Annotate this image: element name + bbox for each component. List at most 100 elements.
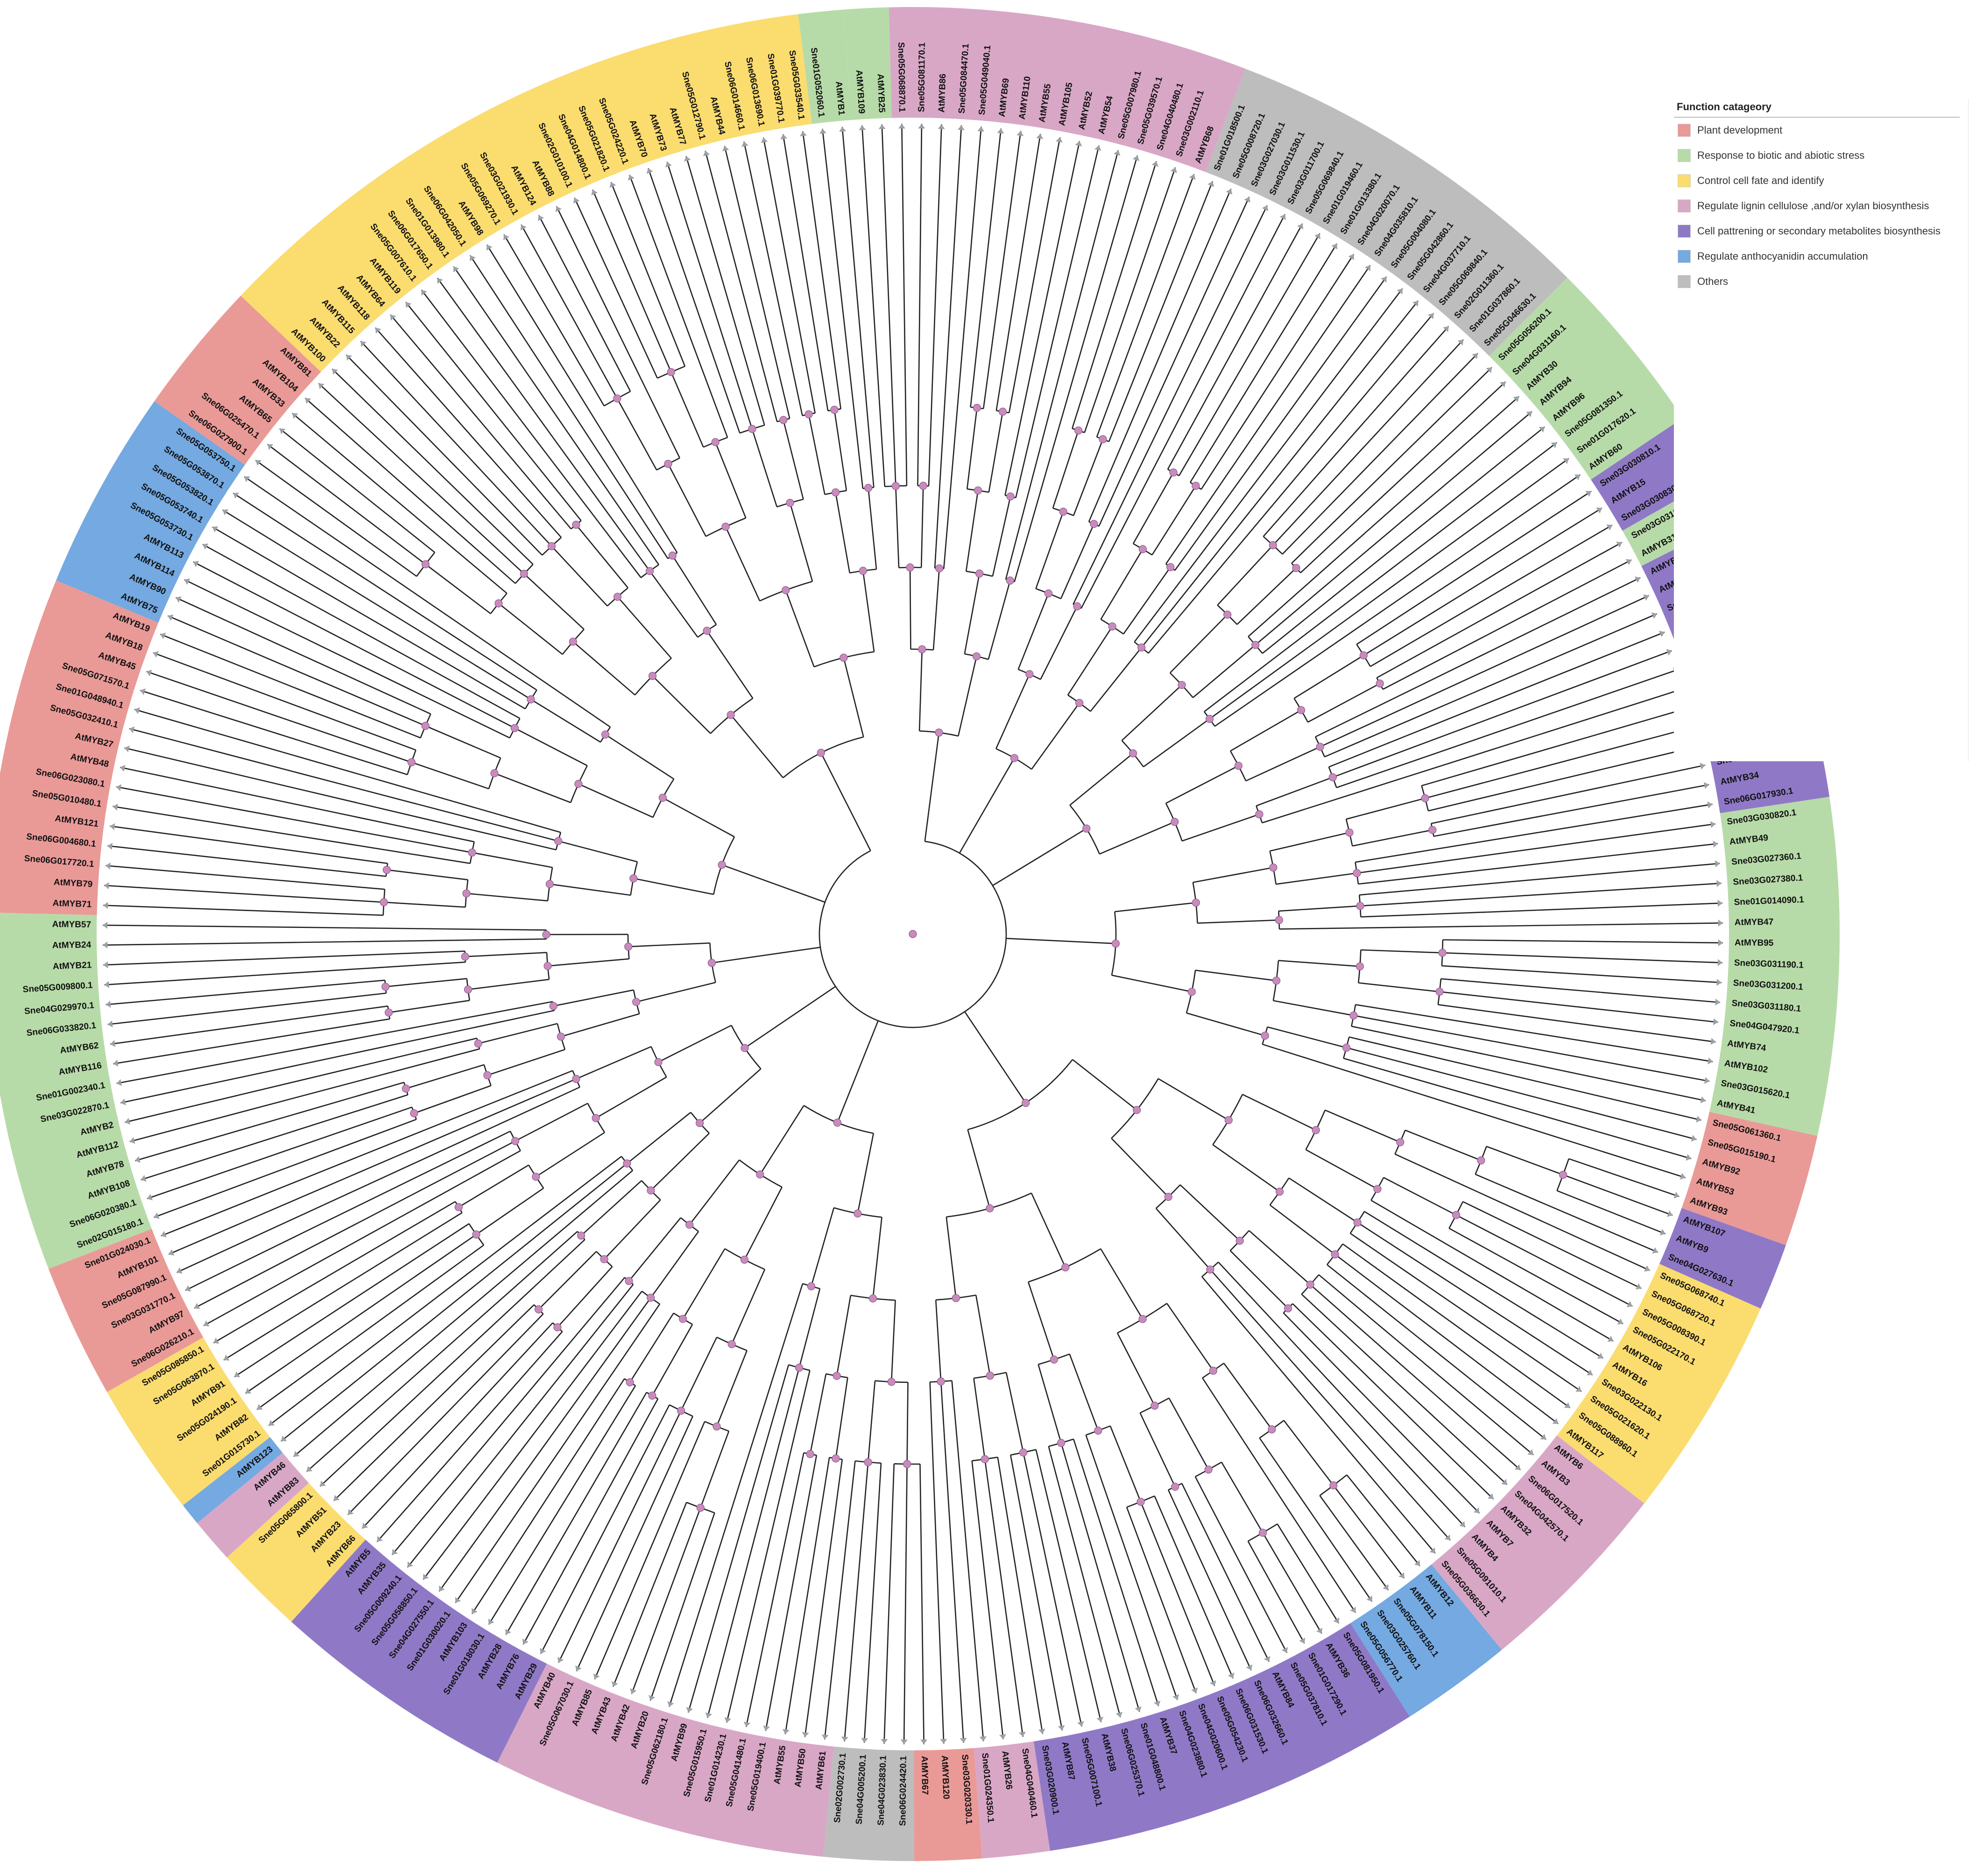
branch-line [1072, 1059, 1137, 1111]
branch-line [1262, 426, 1545, 654]
internal-node [1108, 622, 1116, 631]
branch-line [1167, 223, 1303, 470]
branch-line [1165, 765, 1239, 804]
branch-line [213, 1201, 456, 1344]
branch-line [202, 544, 520, 719]
branch-line [1073, 205, 1268, 605]
leaf-tip [960, 1738, 967, 1743]
branch-line [617, 596, 672, 659]
branch-line [1080, 214, 1286, 609]
leaf-tip [1428, 313, 1434, 319]
branch-line [959, 757, 1015, 854]
internal-node [707, 959, 716, 967]
leaf-tip [1135, 1706, 1142, 1712]
branch-line [1364, 1211, 1604, 1359]
branch-line [1073, 439, 1104, 516]
branch-line [595, 1076, 667, 1119]
category-sector [197, 1452, 309, 1558]
internal-node [511, 1137, 520, 1145]
internal-node [534, 1305, 543, 1314]
branch-line [107, 992, 387, 1025]
branch-line [699, 1068, 762, 1124]
internal-node [421, 560, 430, 568]
branch-line [920, 486, 924, 568]
internal-node [454, 1203, 463, 1211]
branch-line [1236, 567, 1297, 625]
internal-node [402, 1084, 410, 1093]
branch-line [1440, 991, 1718, 1023]
branch-line [906, 1382, 909, 1464]
branch-line [281, 1163, 628, 1442]
branch-line [1283, 1312, 1480, 1514]
branch-line [1084, 167, 1176, 433]
branch-line [1195, 970, 1277, 982]
branch-line [784, 1457, 830, 1734]
branch-line [965, 490, 979, 572]
internal-node [572, 521, 580, 529]
leaf-tip [940, 1739, 947, 1744]
branch-line [929, 1382, 945, 1744]
internal-node [569, 637, 577, 646]
branch-line [391, 1277, 625, 1555]
leaf-tip [193, 560, 199, 567]
branch-line [572, 641, 635, 696]
branch-line [318, 382, 525, 574]
branch-line [658, 1025, 732, 1063]
category-sector [0, 580, 159, 915]
internal-node [668, 552, 677, 560]
leaf-tip [665, 162, 672, 168]
branch-line [1395, 1154, 1650, 1271]
branch-line [995, 673, 1030, 749]
branch-line [1440, 978, 1720, 1003]
internal-node [974, 486, 982, 495]
branch-line [1111, 974, 1192, 992]
leaf-tip [761, 137, 768, 143]
branch-line [1441, 965, 1722, 984]
branch-line [212, 526, 526, 709]
branch-line [809, 1373, 827, 1454]
internal-node [547, 542, 556, 551]
branch-line [1282, 353, 1478, 555]
branch-line [917, 124, 923, 486]
branch-line [1194, 1476, 1288, 1653]
internal-node [1111, 939, 1120, 948]
branch-line [1346, 1047, 1697, 1140]
leaf-tip [1514, 1464, 1521, 1470]
internal-node [1075, 699, 1084, 707]
internal-node [1022, 1099, 1030, 1107]
leaf-tip [160, 632, 166, 639]
internal-node [806, 1450, 814, 1458]
internal-node [832, 1454, 840, 1463]
branch-line [626, 1111, 692, 1164]
branch-line [1301, 1294, 1508, 1486]
branch-line [292, 412, 508, 594]
branch-line [1023, 1452, 1082, 1727]
branch-line [1358, 982, 1440, 992]
branch-line [1096, 174, 1195, 438]
internal-node [782, 586, 790, 595]
leaf-tip [1538, 427, 1545, 433]
internal-node [1209, 1366, 1217, 1375]
leaf-label: AtMYB71 [52, 899, 92, 910]
category-sector [154, 296, 321, 465]
internal-node [805, 410, 813, 418]
branch-line [1126, 1507, 1197, 1693]
branch-line [405, 1064, 485, 1090]
leaf-tip [406, 302, 412, 308]
internal-node [677, 1407, 685, 1415]
branch-line [883, 1464, 895, 1744]
branch-line [881, 124, 896, 486]
leaf-tip [1616, 541, 1622, 548]
branch-line [106, 865, 385, 890]
branch-line [714, 442, 747, 518]
branch-line [992, 496, 1011, 577]
internal-node [1099, 435, 1107, 444]
branch-line [455, 1303, 661, 1603]
branch-line [346, 354, 543, 556]
leaf-tip [1587, 1369, 1593, 1376]
branch-line [1035, 511, 1064, 589]
leaf-tip [859, 125, 866, 130]
branch-line [147, 1106, 412, 1199]
branch-line [376, 1331, 563, 1543]
internal-node [468, 848, 476, 857]
